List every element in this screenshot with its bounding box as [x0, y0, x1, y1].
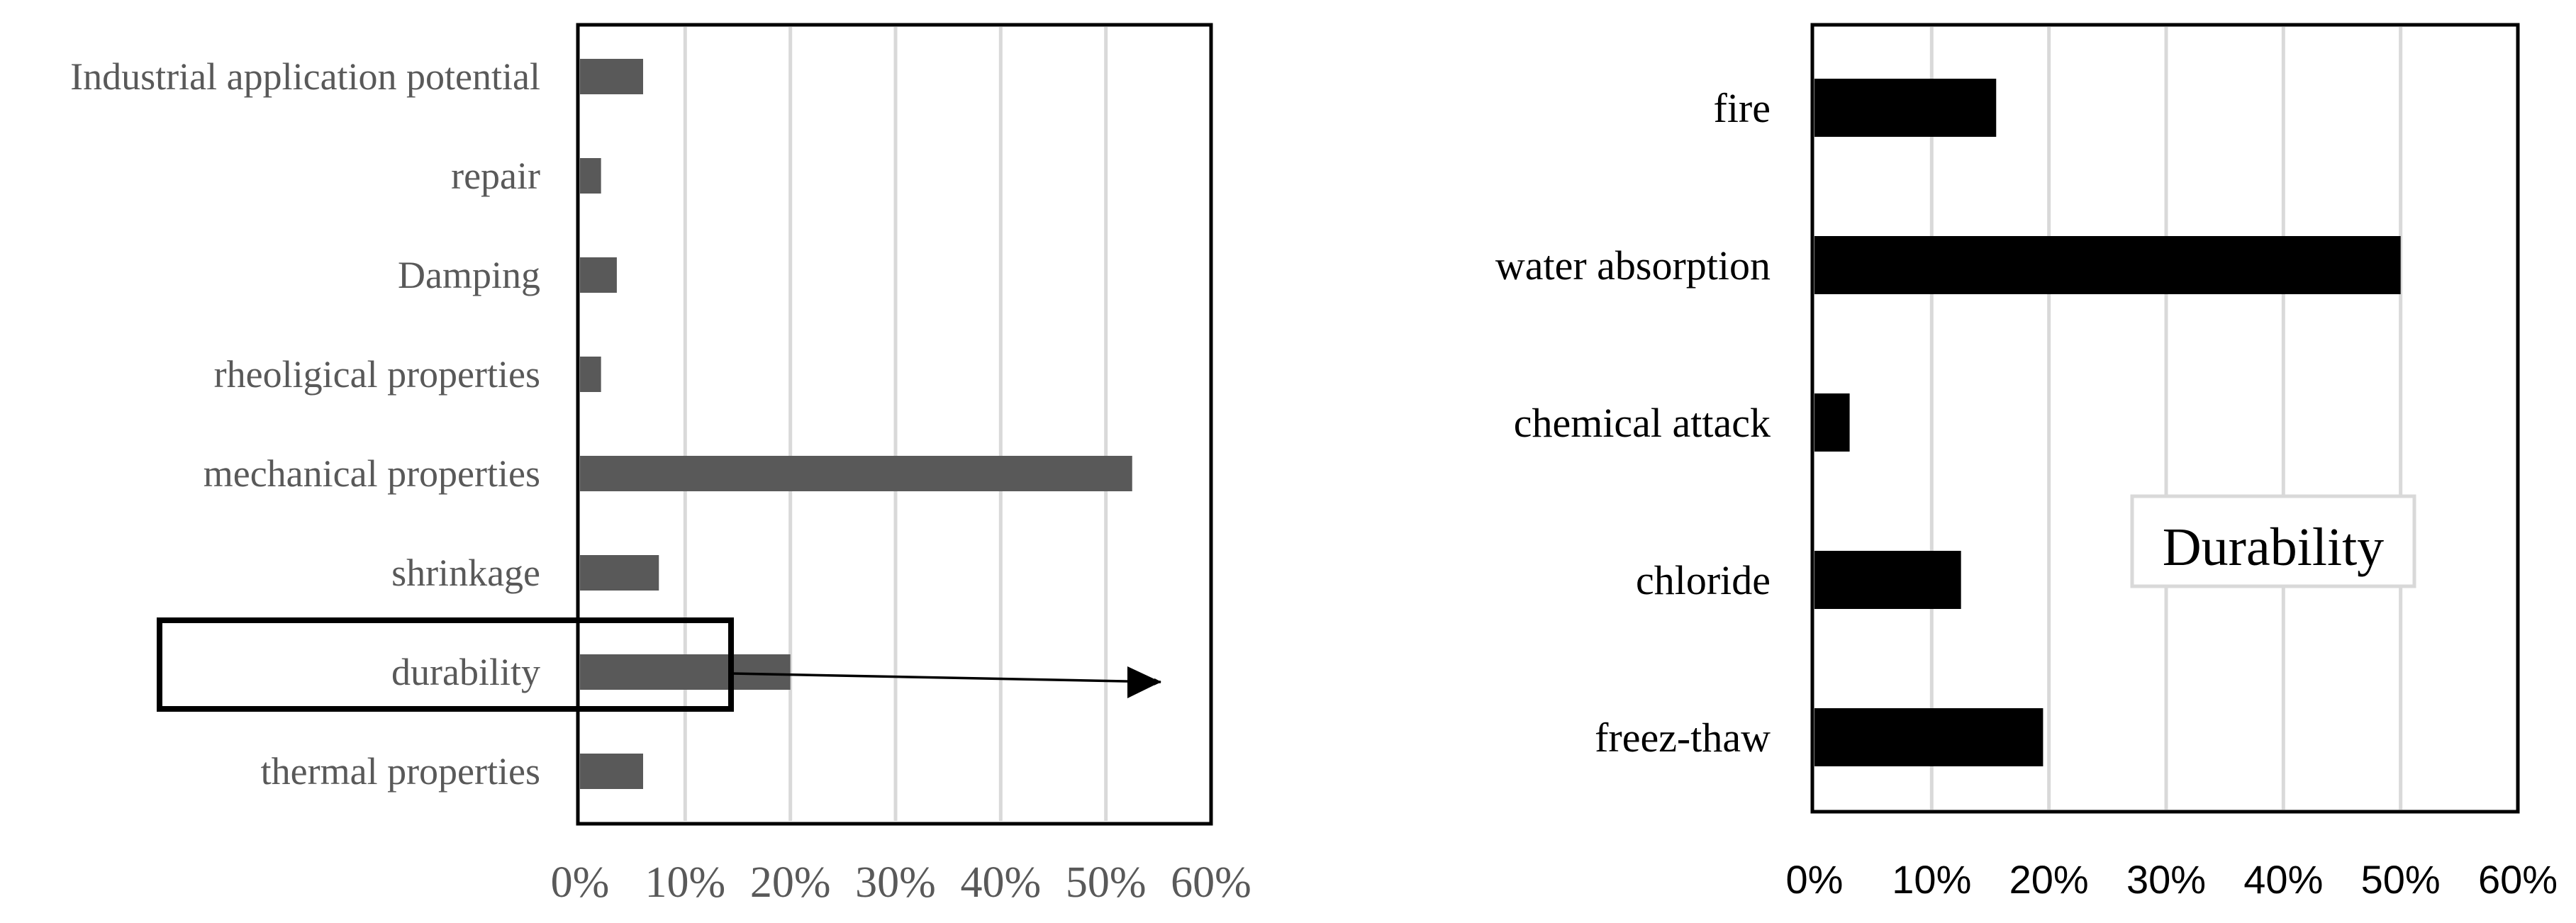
right-tick-label: 60% — [2478, 857, 2558, 902]
right-category-label: chloride — [1636, 557, 1771, 603]
right-tick-labels: 0% 10% 20% 30% 40% 50% 60% — [1786, 857, 2558, 902]
durability-arrow — [731, 672, 1161, 686]
durability-annotation: Durability — [2130, 494, 2416, 588]
right-tick-label: 50% — [2361, 857, 2441, 902]
durability-highlight-box — [157, 617, 734, 712]
durability-annotation-box — [2130, 494, 2416, 588]
right-bar-chemical-attack — [1814, 393, 1850, 452]
right-category-labels: fire water absorption chemical attack chlor… — [1495, 85, 1771, 761]
left-category-label: shrinkage — [391, 552, 540, 594]
left-category-label: durability — [391, 651, 540, 693]
right-bars — [1814, 79, 2401, 766]
left-tick-labels: 0% 10% 20% 30% 40% 50% 60% — [551, 858, 1251, 907]
left-category-label: thermal properties — [261, 750, 540, 793]
left-category-label: mechanical properties — [203, 452, 540, 495]
right-tick-label: 10% — [1892, 857, 1971, 902]
left-bar-industrial-application-potential — [580, 59, 643, 94]
left-bar-thermal-properties — [580, 754, 643, 789]
left-bar-shrinkage — [580, 555, 659, 591]
right-bar-chloride — [1814, 551, 1961, 609]
left-tick-label: 50% — [1066, 858, 1147, 907]
arrowhead-icon — [1127, 666, 1161, 698]
left-category-label: Industrial application potential — [70, 55, 540, 98]
right-category-label: freez-thaw — [1595, 715, 1771, 761]
right-bar-fire — [1814, 79, 1997, 137]
right-bar-chart: fire water absorption chemical attack chlor… — [1495, 23, 2558, 902]
right-bar-water-absorption — [1814, 236, 2401, 294]
right-bar-freez-thaw — [1814, 708, 2043, 766]
left-category-label: Damping — [398, 254, 540, 296]
left-bar-mechanical-properties — [580, 456, 1132, 491]
left-tick-label: 30% — [855, 858, 936, 907]
left-bar-durability — [580, 654, 791, 690]
right-tick-label: 30% — [2126, 857, 2206, 902]
right-tick-label: 0% — [1786, 857, 1844, 902]
left-bar-rheoligical-properties — [580, 357, 601, 392]
left-tick-label: 60% — [1171, 858, 1251, 907]
left-plot-frame — [576, 23, 1213, 826]
right-plot-frame — [1810, 23, 2520, 814]
left-bar-chart: Industrial application potential repair Da… — [70, 23, 1251, 907]
right-category-label: chemical attack — [1514, 400, 1771, 446]
right-tick-label: 40% — [2243, 857, 2323, 902]
left-bars — [580, 59, 1132, 789]
left-bar-damping — [580, 257, 617, 293]
left-category-labels: Industrial application potential repair Da… — [70, 55, 540, 793]
left-category-label: rheoligical properties — [214, 353, 540, 396]
left-bar-repair — [580, 158, 601, 194]
left-gridlines — [683, 27, 1108, 821]
left-tick-label: 10% — [645, 858, 726, 907]
durability-annotation-text: Durability — [2163, 518, 2384, 577]
left-tick-label: 40% — [961, 858, 1042, 907]
left-category-label: repair — [451, 155, 540, 197]
right-gridlines — [1929, 27, 2403, 810]
right-tick-label: 20% — [2009, 857, 2089, 902]
left-tick-label: 0% — [551, 858, 610, 907]
right-category-label: fire — [1714, 85, 1771, 131]
right-category-label: water absorption — [1495, 242, 1771, 289]
left-tick-label: 20% — [750, 858, 831, 907]
